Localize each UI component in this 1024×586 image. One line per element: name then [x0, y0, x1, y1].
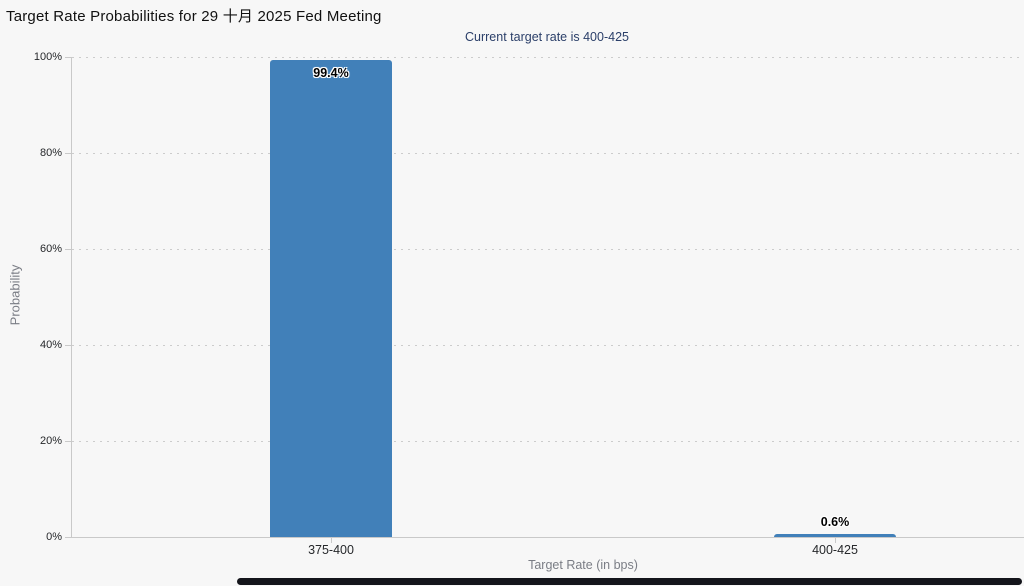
x-axis-tick — [331, 538, 332, 543]
x-axis-tick-label: 375-400 — [308, 543, 354, 557]
y-axis-line — [71, 57, 72, 537]
y-axis-tick — [65, 153, 71, 154]
y-axis-title: Probability — [7, 264, 23, 326]
bar-value-label: 0.6% — [820, 515, 850, 529]
y-axis-tick — [65, 537, 71, 538]
x-axis-line — [71, 537, 1024, 538]
y-axis-tick-label: 100% — [33, 51, 62, 63]
bar-value-label: 99.4% — [313, 66, 349, 80]
probability-bar[interactable] — [774, 534, 896, 537]
x-axis-title: Target Rate (in bps) — [528, 558, 638, 572]
y-axis-tick-label: 0% — [46, 531, 62, 543]
y-gridline — [72, 441, 1024, 442]
y-axis-tick-label: 20% — [39, 435, 62, 447]
y-gridline — [72, 57, 1024, 58]
y-axis-tick — [65, 345, 71, 346]
y-axis-tick — [65, 441, 71, 442]
y-gridline — [72, 153, 1024, 154]
y-axis-tick — [65, 249, 71, 250]
y-gridline — [72, 249, 1024, 250]
y-axis-tick-label: 80% — [39, 147, 62, 159]
y-gridline — [72, 345, 1024, 346]
y-axis-tick — [65, 57, 71, 58]
y-axis-tick-label: 40% — [39, 339, 62, 351]
chart-subtitle: Current target rate is 400-425 — [465, 30, 629, 44]
x-axis-tick-label: 400-425 — [812, 543, 858, 557]
horizontal-scrollbar-thumb[interactable] — [237, 578, 1022, 585]
x-axis-tick — [835, 538, 836, 543]
chart-title: Target Rate Probabilities for 29 十月 2025… — [6, 8, 382, 25]
y-axis-tick-label: 60% — [39, 243, 62, 255]
probability-bar[interactable] — [270, 60, 392, 537]
